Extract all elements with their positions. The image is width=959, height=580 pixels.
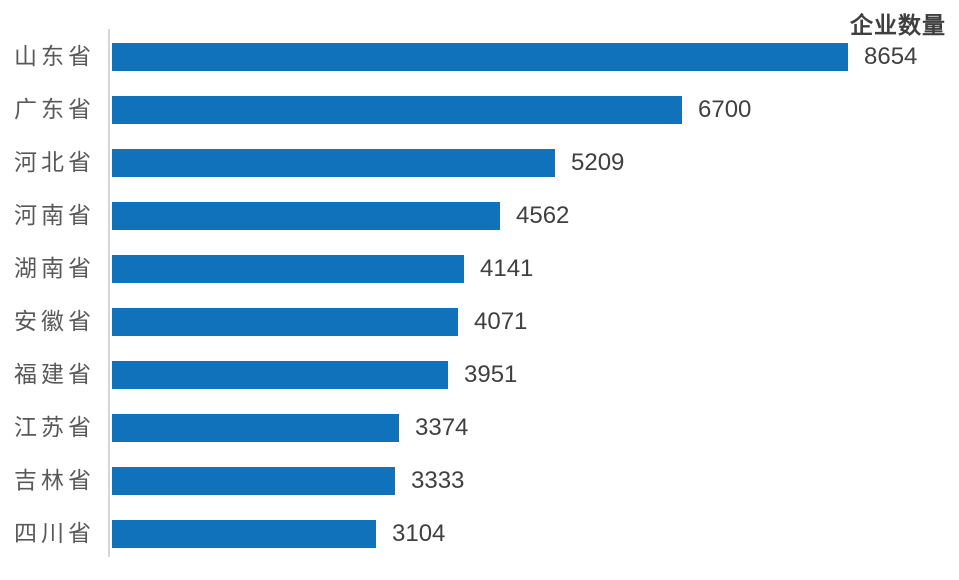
bar — [112, 308, 458, 336]
category-label: 吉林省 — [14, 468, 95, 493]
bar — [112, 202, 500, 230]
bar-row: 福建省 3951 — [0, 361, 959, 389]
category-label: 江苏省 — [14, 415, 95, 440]
value-label: 4562 — [516, 202, 570, 229]
category-label: 福建省 — [14, 362, 95, 387]
category-label: 河南省 — [14, 203, 95, 228]
bar — [112, 520, 376, 548]
value-label: 3333 — [411, 467, 465, 494]
bar — [112, 414, 399, 442]
bar-row: 江苏省 3374 — [0, 414, 959, 442]
bar-row: 山东省 8654 — [0, 43, 959, 71]
bar — [112, 467, 395, 495]
value-label: 6700 — [698, 96, 752, 123]
value-label: 8654 — [864, 43, 918, 70]
bar — [112, 43, 848, 71]
bar — [112, 255, 464, 283]
value-label: 4071 — [474, 308, 528, 335]
category-label: 河北省 — [14, 150, 95, 175]
value-label: 4141 — [480, 255, 534, 282]
value-label: 3104 — [392, 520, 446, 547]
bar-row: 四川省 3104 — [0, 520, 959, 548]
bar-row: 广东省 6700 — [0, 96, 959, 124]
category-label: 湖南省 — [14, 256, 95, 281]
chart-title: 企业数量 — [850, 12, 946, 38]
bar-row: 安徽省 4071 — [0, 308, 959, 336]
bar — [112, 96, 682, 124]
category-label: 山东省 — [14, 44, 95, 69]
bar-row: 湖南省 4141 — [0, 255, 959, 283]
value-label: 5209 — [571, 149, 625, 176]
category-axis-line — [108, 29, 110, 557]
bar-row: 吉林省 3333 — [0, 467, 959, 495]
category-label: 广东省 — [14, 97, 95, 122]
category-label: 四川省 — [14, 521, 95, 546]
bar-row: 河南省 4562 — [0, 202, 959, 230]
bar-row: 河北省 5209 — [0, 149, 959, 177]
category-label: 安徽省 — [14, 309, 95, 334]
value-label: 3951 — [464, 361, 518, 388]
bar — [112, 149, 555, 177]
value-label: 3374 — [415, 414, 469, 441]
bar — [112, 361, 448, 389]
